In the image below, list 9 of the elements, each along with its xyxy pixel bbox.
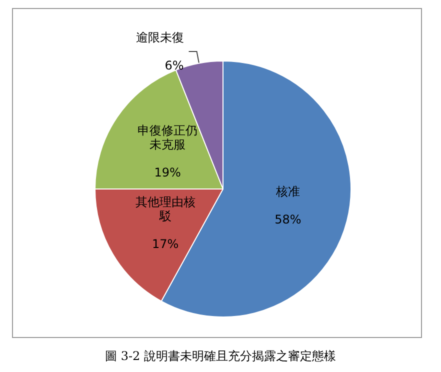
- data-label: 58%: [274, 212, 302, 227]
- data-label: 17%: [152, 237, 179, 252]
- slice-label: 核准: [274, 184, 300, 199]
- slice-label: 其他理由核駁: [135, 195, 196, 224]
- caption: 圖 3-2 說明書未明確且充分揭露之審定態樣: [104, 348, 337, 365]
- slice-label: 逾限未復: [136, 30, 184, 44]
- data-label: 19%: [154, 165, 181, 180]
- slice-label: 申復修正仍未克服: [138, 123, 198, 152]
- data-label: 6%: [164, 58, 184, 72]
